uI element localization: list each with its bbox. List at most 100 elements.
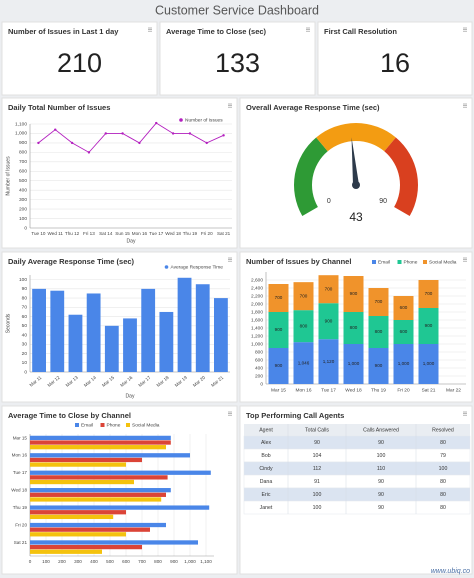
data-label: 900: [375, 363, 383, 368]
x-tick-label: 100: [42, 559, 50, 564]
panel: [1, 21, 158, 96]
data-label: 800: [350, 325, 358, 330]
table-cell: Eric: [262, 492, 271, 498]
table-cell: 90: [378, 440, 384, 446]
table-cell: 100: [377, 453, 386, 459]
bar: [159, 311, 174, 372]
data-label: 900: [325, 318, 333, 323]
x-tick-label: Sat 14: [99, 231, 113, 236]
line-point: [171, 132, 175, 135]
x-tick-label: Tue 10: [31, 231, 46, 236]
y-tick-label: Thu 19: [13, 505, 28, 510]
bar-segment: [368, 288, 389, 316]
y-tick-label: 1,400: [251, 325, 263, 331]
data-label: 900: [425, 323, 433, 328]
x-tick-label: 900: [170, 559, 178, 564]
bar: [30, 540, 198, 545]
data-label: 800: [375, 329, 383, 334]
data-label: 1,120: [323, 359, 335, 364]
table-cell: 91: [314, 479, 320, 485]
panel: [159, 21, 316, 96]
bar: [30, 475, 168, 480]
legend-label: Email: [378, 259, 390, 265]
y-tick-label: 2,600: [251, 277, 263, 283]
bar-segment: [418, 344, 439, 384]
data-label: 1,000: [398, 361, 410, 366]
y-tick-label: 600: [255, 357, 263, 363]
bar-segment: [293, 310, 314, 343]
kpi-label: Average Time to Close (sec): [166, 27, 267, 36]
chart-title: Overall Average Response Time (sec): [246, 103, 380, 112]
table-cell: Bob: [261, 453, 270, 459]
y-tick-label: 50: [22, 323, 28, 329]
y-tick-label: Sat 21: [14, 540, 28, 545]
line-series: [38, 122, 224, 153]
panel: [317, 21, 473, 96]
data-label: 700: [300, 293, 308, 298]
bar: [30, 522, 166, 528]
y-tick-label: Tue 17: [13, 470, 28, 475]
x-tick-label: 1,100: [200, 559, 212, 564]
table-cell: 90: [314, 440, 320, 446]
bar-segment: [293, 342, 314, 384]
x-axis-title: Day: [126, 393, 135, 399]
y-axis-title: Number of Issues: [5, 156, 11, 196]
bar-segment: [343, 344, 364, 384]
bar: [30, 435, 171, 441]
line-point: [87, 151, 91, 154]
line-point: [155, 121, 158, 125]
data-label: 700: [375, 299, 383, 304]
bar: [30, 445, 166, 450]
data-label: 700: [425, 291, 433, 296]
bar-segment: [293, 282, 314, 311]
line-point: [222, 134, 225, 137]
table-cell: 80: [440, 440, 446, 446]
table-cell: Dana: [260, 479, 273, 485]
y-tick-label: 1,000: [15, 131, 27, 137]
y-tick-label: 400: [19, 187, 27, 193]
data-label: 900: [350, 291, 358, 296]
data-label: 1,000: [348, 361, 360, 366]
x-tick-label: Thu 12: [65, 231, 80, 236]
table-cell: 100: [439, 466, 448, 472]
gauge-hub: [352, 181, 360, 189]
table-row: [243, 500, 471, 515]
kpi-label: First Call Resolution: [324, 27, 397, 36]
gauge-band: [294, 137, 328, 216]
y-tick-label: Mar 15: [13, 435, 28, 440]
legend-label: Social Media: [132, 422, 160, 428]
line-point: [70, 141, 74, 145]
x-tick-label: Mar 15: [271, 387, 286, 393]
y-tick-label: 60: [22, 314, 28, 320]
bar: [30, 488, 171, 493]
y-tick-label: 2,000: [251, 301, 263, 307]
y-tick-label: 800: [19, 150, 27, 156]
x-tick-label: 200: [58, 559, 66, 564]
x-tick-label: 800: [154, 559, 162, 564]
x-tick-label: Mon 16: [296, 387, 312, 393]
bar: [30, 470, 211, 475]
legend-marker: [397, 260, 402, 264]
bar-segment: [268, 348, 289, 384]
bar-segment: [343, 312, 364, 344]
table-cell: Cindy: [259, 466, 273, 472]
table-cell: 100: [313, 505, 322, 511]
x-tick-label: 0: [29, 559, 32, 564]
bar: [195, 284, 210, 372]
bar: [123, 318, 137, 372]
kpi-value: 16: [380, 48, 410, 78]
bar-segment: [343, 276, 364, 312]
bar: [30, 549, 102, 554]
bar: [30, 453, 190, 458]
legend-label: Social Media: [429, 259, 457, 265]
legend-marker: [423, 260, 427, 264]
x-tick-label: Tue 17: [321, 387, 336, 393]
table-cell: 90: [378, 479, 384, 485]
bar: [86, 293, 101, 372]
y-tick-label: 500: [19, 178, 27, 184]
bar: [30, 462, 126, 467]
bar-segment: [418, 308, 439, 344]
y-tick-label: 600: [19, 169, 27, 175]
x-tick-label: Sun 15: [115, 231, 130, 236]
